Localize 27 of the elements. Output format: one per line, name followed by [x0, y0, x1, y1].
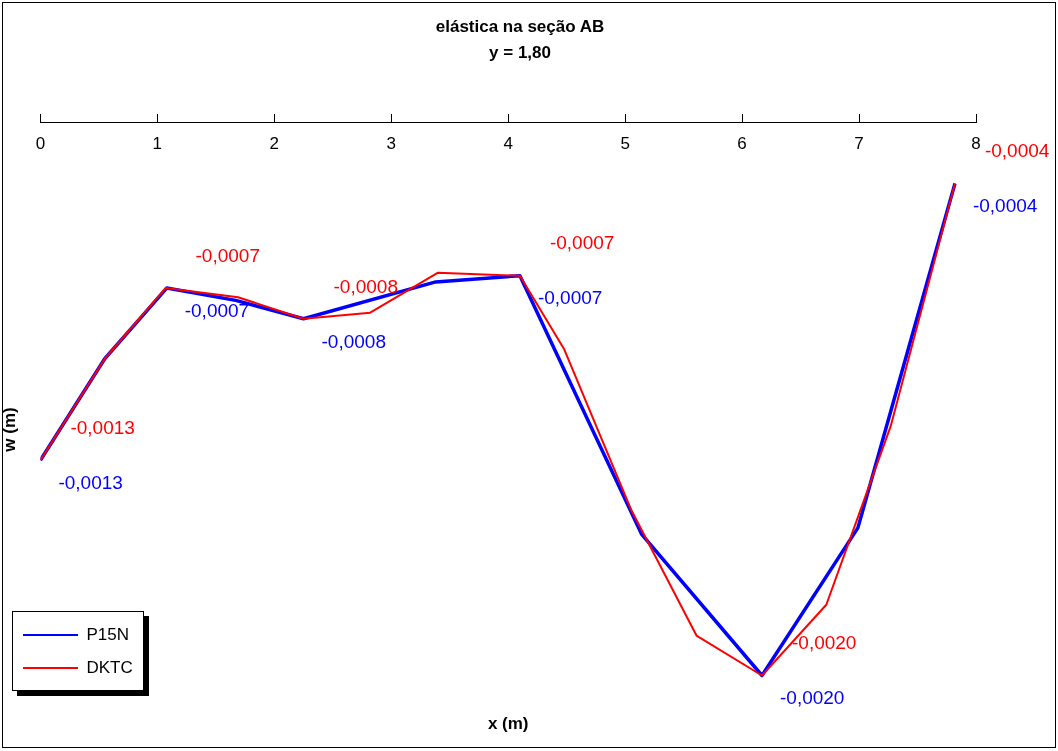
x-tick-label: 6: [737, 133, 747, 153]
x-tick-label: 8: [971, 133, 981, 153]
data-label: -0,0007: [537, 287, 603, 309]
data-label: -0,0007: [549, 232, 615, 254]
data-label: -0,0013: [58, 471, 123, 493]
x-tick-label: 3: [386, 133, 396, 153]
x-tick-label: 1: [152, 133, 163, 153]
x-tick-label: 2: [269, 133, 280, 153]
data-label: -0,0020: [791, 632, 857, 654]
data-label: -0,0007: [195, 244, 260, 266]
data-label: -0,0007: [184, 299, 250, 321]
data-label: -0,0008: [333, 275, 398, 297]
legend-label: DKTC: [86, 657, 133, 678]
x-tick-label: 4: [503, 133, 513, 153]
data-label: -0,0013: [70, 416, 135, 438]
chart-title: elástica na seção AB: [435, 17, 605, 37]
y-axis-title: w (m): [0, 407, 19, 453]
chart-subtitle: y = 1,80: [489, 43, 551, 63]
x-axis-title: x (m): [487, 714, 529, 734]
x-tick-label: 5: [620, 133, 630, 153]
data-label: -0,0004: [984, 140, 1050, 162]
data-label: -0,0020: [779, 687, 845, 709]
x-tick-label: 0: [35, 133, 46, 153]
data-label: -0,0004: [972, 195, 1038, 217]
x-tick-label: 7: [854, 133, 864, 153]
legend-label: P15N: [86, 624, 129, 645]
data-label: -0,0008: [321, 330, 386, 352]
